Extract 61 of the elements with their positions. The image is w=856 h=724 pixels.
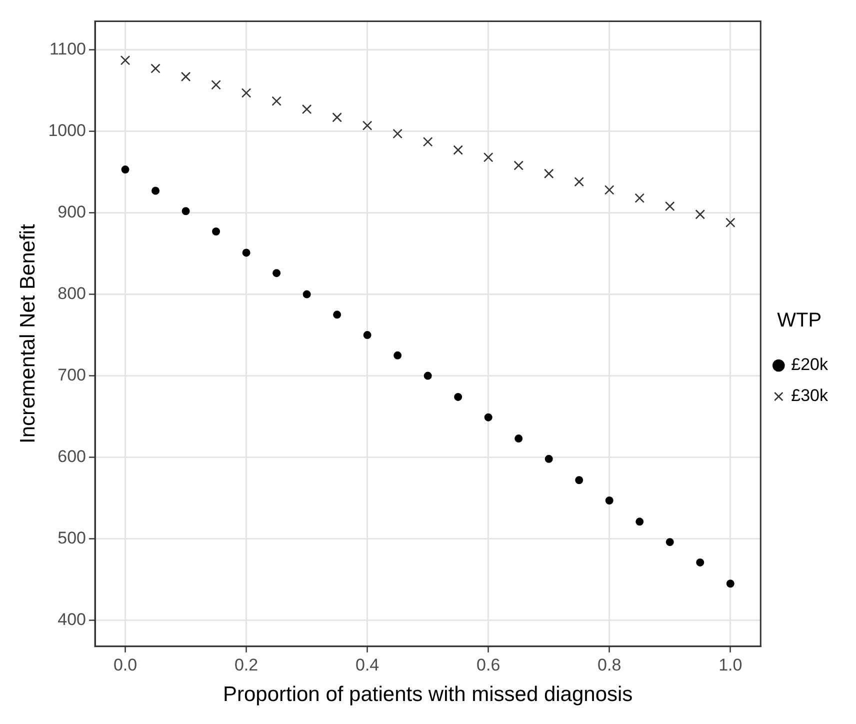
y-tick-label: 700 (58, 365, 86, 384)
legend-title: WTP (777, 310, 822, 332)
point (211, 80, 221, 90)
point (302, 104, 312, 114)
x-tick-label: 0.6 (476, 655, 500, 674)
point (695, 209, 706, 220)
point (604, 185, 614, 195)
point (483, 152, 494, 162)
point (544, 454, 553, 463)
x-tick-label: 0.0 (113, 655, 138, 674)
point (241, 88, 252, 98)
point (424, 372, 432, 380)
point (453, 145, 463, 155)
point (696, 558, 704, 566)
y-axis-title: Incremental Net Benefit (16, 224, 40, 444)
point (454, 392, 462, 401)
point (332, 112, 342, 122)
point (636, 518, 644, 526)
point (422, 136, 433, 147)
point (392, 128, 402, 139)
point (302, 290, 311, 298)
point (664, 201, 675, 212)
x-tick-label: 0.2 (234, 655, 258, 674)
point (272, 269, 281, 278)
y-tick-label: 600 (58, 446, 86, 466)
point (180, 72, 191, 82)
y-tick-label: 1100 (49, 39, 86, 58)
point (362, 120, 372, 130)
point (484, 413, 492, 422)
x-axis-title: Proportion of patients with missed diagnosis (222, 683, 633, 706)
point (605, 496, 614, 504)
point (121, 166, 130, 174)
point (394, 351, 402, 360)
point (514, 434, 523, 443)
point (363, 331, 372, 340)
y-tick-label: 400 (58, 610, 86, 630)
point (120, 55, 130, 66)
y-tick-label: 800 (58, 284, 86, 303)
point (634, 193, 645, 203)
point (726, 580, 734, 588)
point (575, 476, 584, 484)
y-tick-label: 500 (58, 528, 86, 548)
x-tick-label: 0.4 (355, 655, 380, 674)
point (242, 248, 250, 257)
point (182, 207, 190, 216)
x-tick-label: 0.8 (598, 655, 622, 674)
point (544, 168, 554, 179)
point (212, 228, 220, 236)
y-tick-label: 1000 (48, 120, 86, 140)
point (666, 538, 674, 546)
point (514, 160, 524, 170)
y-tick-label: 900 (58, 202, 86, 222)
point (152, 186, 160, 195)
legend-label: £30k (791, 386, 828, 406)
legend-label: £20k (791, 355, 828, 374)
point (333, 310, 342, 319)
point (574, 176, 584, 187)
x-tick-label: 1.0 (718, 655, 742, 674)
point (725, 218, 736, 228)
point (150, 64, 160, 74)
point (272, 96, 282, 106)
